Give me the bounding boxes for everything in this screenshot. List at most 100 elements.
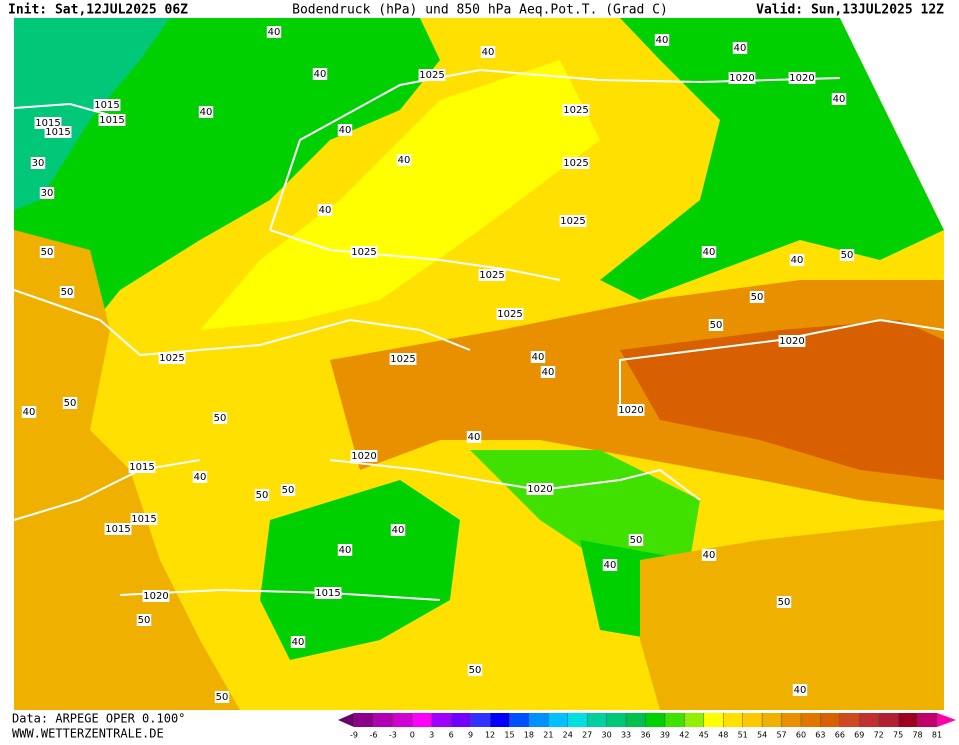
contour-label: 40 <box>292 637 305 648</box>
colorbar-box <box>412 713 433 727</box>
colorbar-tick-label: 18 <box>524 731 534 740</box>
colorbar-tick-label: 78 <box>912 731 922 740</box>
colorbar-tick-label: 63 <box>815 731 825 740</box>
contour-label: 50 <box>710 320 723 331</box>
colorbar-box <box>723 713 744 727</box>
contour-label: 1025 <box>563 105 588 116</box>
colorbar-tick-label: 75 <box>893 731 903 740</box>
colorbar-tick-label: 39 <box>660 731 670 740</box>
colorbar-tick-label: 33 <box>621 731 631 740</box>
label-box <box>478 269 506 281</box>
label-box <box>559 215 587 227</box>
colorbar-tick-label: 57 <box>776 731 786 740</box>
colorbar-tick-label: 72 <box>874 731 884 740</box>
colorbar-tick-label: 54 <box>757 731 767 740</box>
label-box <box>337 544 353 556</box>
label-box <box>198 106 214 118</box>
colorbar-box <box>820 713 841 727</box>
contour-label: 50 <box>214 413 227 424</box>
contour-label: 40 <box>734 43 747 54</box>
colorbar: -9 -6 -3 0 3 6 9 12 15 18 21 24 27 30 33 36 39 42 45 48 51 54… <box>338 713 956 740</box>
contour-label: 50 <box>630 535 643 546</box>
contour-label: 50 <box>64 398 77 409</box>
colorbar-box <box>742 713 763 727</box>
contour-label: 40 <box>268 27 281 38</box>
colorbar-tick-label: 66 <box>835 731 845 740</box>
contour-label: 1015 <box>131 514 156 525</box>
colorbar-box <box>626 713 646 727</box>
label-box <box>701 246 717 258</box>
colorbar-box <box>839 713 860 727</box>
label-box <box>390 524 406 536</box>
contour-label: 50 <box>138 615 151 626</box>
colorbar-tick-label: 45 <box>699 731 709 740</box>
label-box <box>831 93 847 105</box>
label-box <box>480 46 496 58</box>
label-box <box>530 351 546 363</box>
colorbar-box <box>509 713 530 727</box>
label-box <box>59 286 75 298</box>
label-box <box>158 352 186 364</box>
contour-label: 50 <box>778 597 791 608</box>
contour-label: 40 <box>23 407 36 418</box>
colorbar-box <box>431 713 452 727</box>
colorbar-box <box>800 713 821 727</box>
label-box <box>312 68 328 80</box>
label-box <box>389 353 417 365</box>
contour-label: 1015 <box>105 524 130 535</box>
label-box <box>192 471 208 483</box>
contour-label: 40 <box>656 35 669 46</box>
colorbar-tick-label: 12 <box>485 731 495 740</box>
outside-domain <box>840 18 944 230</box>
contour-label: 1025 <box>563 158 588 169</box>
colorbar-box <box>781 713 802 727</box>
warm-core <box>620 320 944 480</box>
colorbar-box <box>878 713 899 727</box>
colorbar-tick-label: -9 <box>350 731 358 740</box>
colorbar-tick-label: 69 <box>854 731 864 740</box>
label-box <box>280 484 296 496</box>
map-title: Bodendruck (hPa) und 850 hPa Aeq.Pot.T. … <box>292 3 668 18</box>
label-box <box>628 534 644 546</box>
colorbar-box <box>762 713 783 727</box>
contour-label: 50 <box>469 665 482 676</box>
contour-label: 1020 <box>618 405 643 416</box>
contour-label: 1025 <box>390 354 415 365</box>
label-box <box>792 684 808 696</box>
label-box <box>62 397 78 409</box>
label-box <box>467 664 483 676</box>
label-box <box>396 154 412 166</box>
contour-label: 40 <box>339 125 352 136</box>
colorbar-box <box>703 713 724 727</box>
colorbar-box <box>528 713 549 727</box>
colorbar-tick-label: 30 <box>602 731 612 740</box>
contour-label: 1015 <box>129 462 154 473</box>
contour-label: 40 <box>314 69 327 80</box>
colorbar-tick-label: 9 <box>468 731 473 740</box>
colorbar-tick-label: 42 <box>679 731 689 740</box>
contour-label: 1025 <box>159 353 184 364</box>
contour-label: 50 <box>841 250 854 261</box>
contour-label: 1015 <box>45 127 70 138</box>
colorbar-tick-label: 48 <box>718 731 728 740</box>
label-box <box>789 254 805 266</box>
label-box <box>130 513 158 525</box>
label-box <box>350 246 378 258</box>
colorbar-box <box>645 713 666 727</box>
contour-label: 40 <box>339 545 352 556</box>
label-box <box>708 319 724 331</box>
label-box <box>44 126 72 138</box>
colorbar-box <box>567 713 588 727</box>
colorbar-box <box>859 713 880 727</box>
valid-time: Valid: Sun,13JUL2025 12Z <box>756 3 944 18</box>
colorbar-box <box>664 713 685 727</box>
label-box <box>128 461 156 473</box>
data-source: Data: ARPEGE OPER 0.100° <box>12 712 185 726</box>
colorbar-tick-label: 60 <box>796 731 806 740</box>
label-box <box>39 187 55 199</box>
label-box <box>350 450 378 462</box>
contour-label: 50 <box>216 692 229 703</box>
label-box <box>214 691 230 703</box>
colorbar-tick-label: 36 <box>640 731 650 740</box>
